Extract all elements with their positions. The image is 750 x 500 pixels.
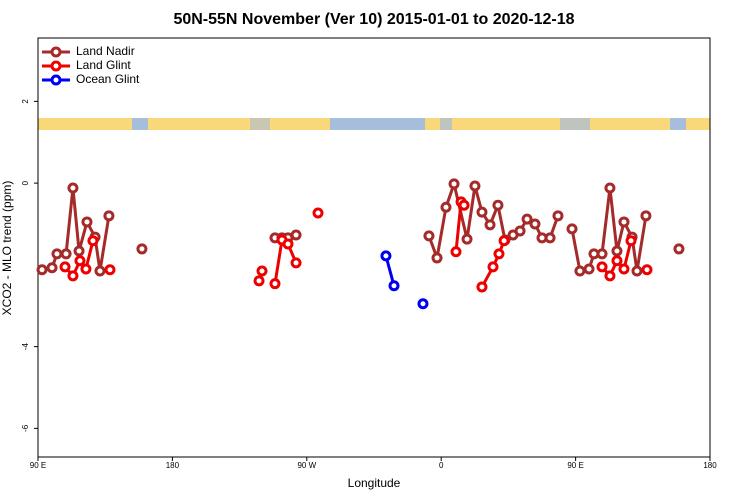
- data-point: [529, 218, 541, 230]
- x-axis-label: Longitude: [348, 476, 401, 490]
- data-point: [73, 245, 85, 257]
- data-point: [253, 275, 265, 287]
- data-point: [256, 265, 268, 277]
- legend-label: Land Nadir: [76, 44, 135, 58]
- x-tick-label: 90 E: [30, 461, 46, 470]
- legend-label: Ocean Glint: [76, 72, 140, 86]
- plot-frame: [37, 37, 711, 458]
- y-axis-label: XCO2 - MLO trend (ppm): [0, 181, 14, 316]
- legend-marker: [50, 74, 62, 86]
- data-point: [673, 243, 685, 255]
- data-point: [476, 281, 488, 293]
- data-point: [67, 182, 79, 194]
- data-point: [514, 225, 526, 237]
- data-point: [417, 298, 429, 310]
- data-point: [641, 264, 653, 276]
- data-point: [566, 223, 578, 235]
- data-point: [103, 210, 115, 222]
- data-point: [290, 229, 302, 241]
- data-point: [487, 261, 499, 273]
- series-line: [41, 187, 111, 272]
- x-tick-label: 90 E: [567, 461, 583, 470]
- data-point: [498, 235, 510, 247]
- data-point: [423, 230, 435, 242]
- data-point: [136, 243, 148, 255]
- legend-marker: [50, 60, 62, 72]
- x-tick-label: 90 W: [297, 461, 316, 470]
- data-point: [469, 180, 481, 192]
- data-point: [618, 263, 630, 275]
- data-point: [388, 280, 400, 292]
- data-point: [625, 235, 637, 247]
- data-point: [380, 250, 392, 262]
- y-tick-label: 0: [21, 180, 30, 185]
- data-point: [618, 216, 630, 228]
- data-point: [521, 213, 533, 225]
- data-point: [583, 263, 595, 275]
- data-point: [552, 210, 564, 222]
- data-point: [484, 219, 496, 231]
- data-point: [611, 245, 623, 257]
- data-point: [290, 257, 302, 269]
- data-point: [81, 216, 93, 228]
- data-point: [269, 278, 281, 290]
- data-point: [59, 261, 71, 273]
- data-point: [631, 265, 643, 277]
- data-point: [596, 261, 608, 273]
- data-point: [51, 248, 63, 260]
- data-point: [640, 210, 652, 222]
- legend-marker: [50, 46, 62, 58]
- data-point: [431, 252, 443, 264]
- data-point: [94, 265, 106, 277]
- data-point: [450, 246, 462, 258]
- data-point: [574, 265, 586, 277]
- series-line: [480, 240, 506, 288]
- y-tick-label: 2: [21, 99, 30, 104]
- data-point: [67, 270, 79, 282]
- chart-title: 50N-55N November (Ver 10) 2015-01-01 to …: [173, 11, 574, 28]
- data-point: [604, 270, 616, 282]
- data-point: [87, 235, 99, 247]
- data-point: [493, 248, 505, 260]
- data-point: [492, 199, 504, 211]
- data-point: [36, 264, 48, 276]
- y-tick-label: -6: [21, 424, 30, 432]
- data-point: [46, 262, 58, 274]
- x-tick-label: 0: [439, 461, 444, 470]
- data-point: [282, 238, 294, 250]
- land-ocean-strip: [38, 118, 710, 130]
- x-tick-label: 180: [166, 461, 180, 470]
- data-point: [544, 232, 556, 244]
- data-point: [458, 199, 470, 211]
- data-point: [104, 264, 116, 276]
- data-point: [80, 263, 92, 275]
- x-tick-label: 180: [703, 461, 717, 470]
- y-tick-label: -4: [21, 343, 30, 351]
- data-point: [440, 201, 452, 213]
- data-point: [60, 248, 72, 260]
- data-point: [476, 206, 488, 218]
- data-point: [604, 182, 616, 194]
- legend-label: Land Glint: [76, 58, 131, 72]
- data-point: [74, 255, 86, 267]
- data-point: [448, 178, 460, 190]
- data-point: [611, 255, 623, 267]
- data-point: [596, 248, 608, 260]
- data-point: [312, 207, 324, 219]
- data-point: [461, 233, 473, 245]
